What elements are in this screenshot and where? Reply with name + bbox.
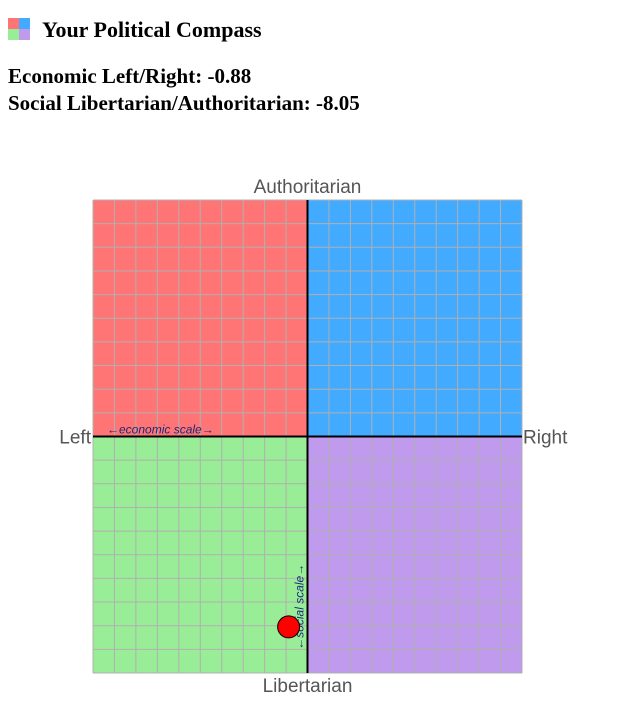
social-result: Social Libertarian/Authoritarian: -8.05 — [8, 91, 360, 115]
logo — [8, 18, 30, 40]
label: Economic Left/Right: — [8, 64, 202, 88]
axis-end-label: Right — [523, 428, 568, 449]
axis-end-label: Libertarian — [263, 676, 353, 697]
point — [277, 615, 301, 639]
label: Social Libertarian/Authoritarian: — [8, 91, 311, 115]
value: -8.05 — [316, 91, 360, 115]
title: Your Political Compass — [42, 17, 262, 42]
value: -0.88 — [207, 64, 251, 88]
compass: Authoritarian Libertarian Left Right ←econom… — [59, 177, 568, 697]
axis-end-label: Left — [59, 428, 91, 449]
annotation: ←social scale→ — [293, 564, 307, 650]
annotation: ←economic scale→ — [107, 423, 214, 437]
economic-result: Economic Left/Right: -0.88 — [8, 64, 251, 88]
axis-end-label: Authoritarian — [254, 177, 362, 198]
